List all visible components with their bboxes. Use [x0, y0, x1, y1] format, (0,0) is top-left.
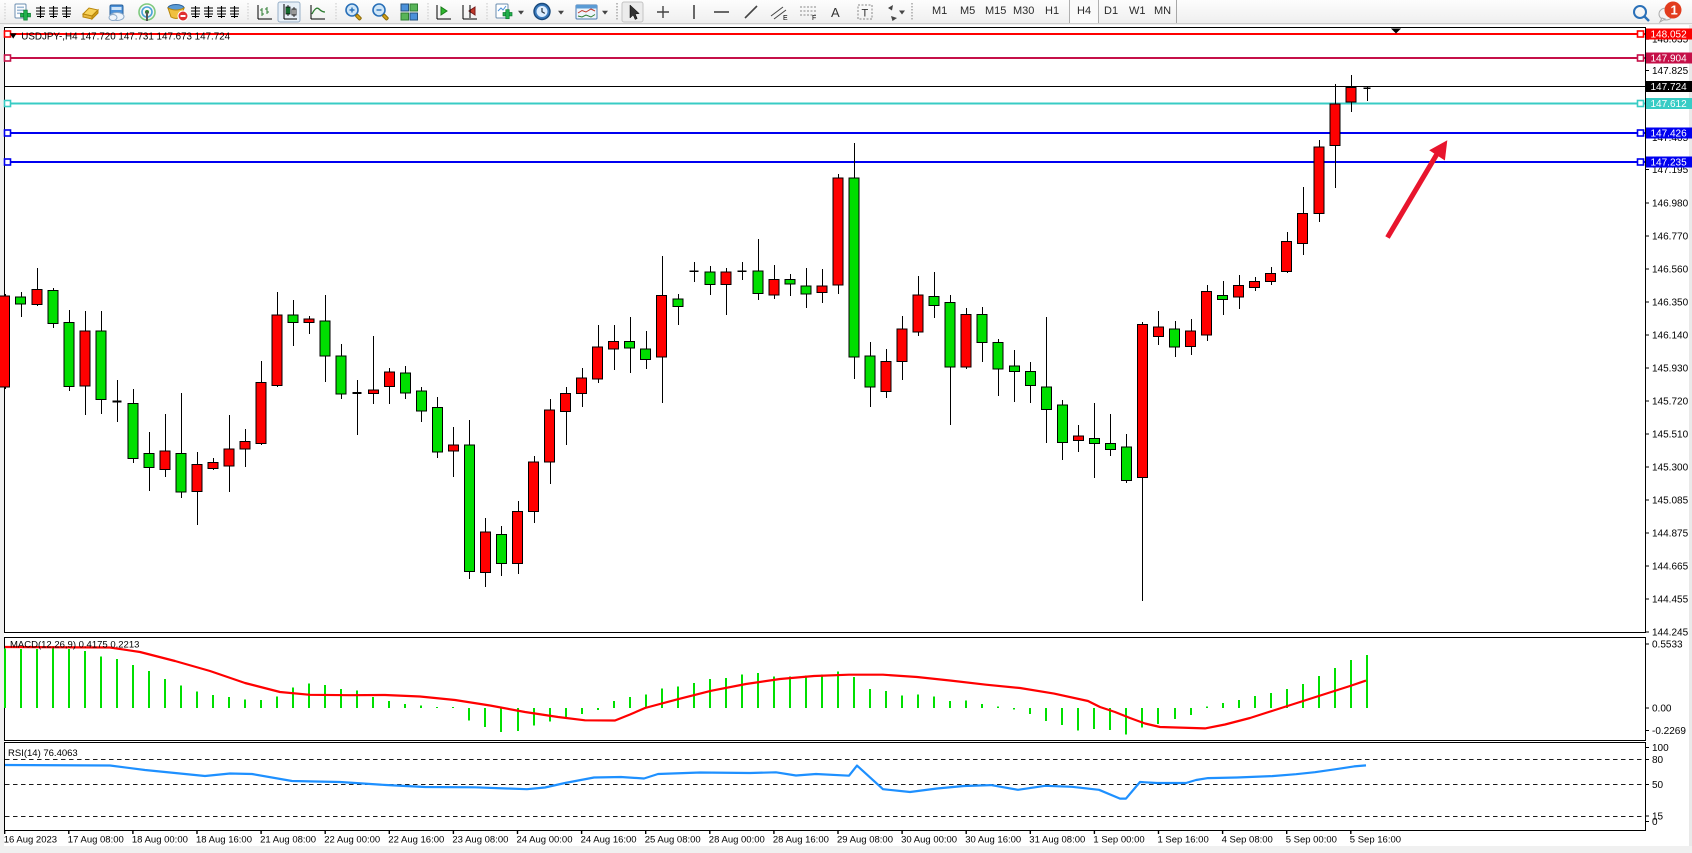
- svg-text:144.665: 144.665: [1652, 562, 1689, 573]
- svg-text:29 Aug 08:00: 29 Aug 08:00: [837, 835, 893, 846]
- svg-text:31 Aug 08:00: 31 Aug 08:00: [1029, 835, 1085, 846]
- svg-text:5 Sep 16:00: 5 Sep 16:00: [1350, 835, 1401, 846]
- svg-text:145.720: 145.720: [1652, 397, 1689, 408]
- svg-text:0.5533: 0.5533: [1652, 640, 1683, 651]
- svg-text:147.235: 147.235: [1651, 158, 1688, 169]
- svg-text:1: 1: [1671, 3, 1678, 18]
- svg-text:145.085: 145.085: [1652, 496, 1689, 507]
- svg-text:18 Aug 16:00: 18 Aug 16:00: [196, 835, 252, 846]
- svg-text:147.825: 147.825: [1652, 66, 1689, 77]
- svg-text:21 Aug 08:00: 21 Aug 08:00: [260, 835, 316, 846]
- svg-text:145.930: 145.930: [1652, 364, 1689, 375]
- svg-text:A: A: [831, 5, 840, 20]
- svg-text:15: 15: [1652, 812, 1664, 823]
- svg-text:144.875: 144.875: [1652, 529, 1689, 540]
- svg-text:16 Aug 2023: 16 Aug 2023: [4, 835, 57, 846]
- svg-text:147.195: 147.195: [1652, 165, 1689, 176]
- svg-text:50: 50: [1652, 780, 1664, 791]
- svg-text:0: 0: [1652, 817, 1658, 828]
- svg-text:100: 100: [1652, 743, 1669, 754]
- svg-text:146.770: 146.770: [1652, 232, 1689, 243]
- svg-text:144.455: 144.455: [1652, 595, 1689, 606]
- svg-text:30 Aug 16:00: 30 Aug 16:00: [965, 835, 1021, 846]
- svg-text:145.510: 145.510: [1652, 430, 1689, 441]
- svg-text:147.904: 147.904: [1651, 54, 1688, 65]
- svg-text:148.035: 148.035: [1652, 35, 1689, 46]
- svg-text:144.245: 144.245: [1652, 628, 1689, 639]
- svg-text:18 Aug 00:00: 18 Aug 00:00: [132, 835, 188, 846]
- svg-text:F: F: [812, 15, 816, 22]
- svg-text:147.612: 147.612: [1651, 99, 1688, 110]
- svg-text:23 Aug 08:00: 23 Aug 08:00: [452, 835, 508, 846]
- svg-text:146.140: 146.140: [1652, 331, 1689, 342]
- svg-text:147.724: 147.724: [1651, 82, 1688, 93]
- svg-text:1 Sep 00:00: 1 Sep 00:00: [1093, 835, 1144, 846]
- svg-text:147.405: 147.405: [1652, 133, 1689, 144]
- svg-text:4 Sep 08:00: 4 Sep 08:00: [1222, 835, 1273, 846]
- svg-text:148.052: 148.052: [1651, 30, 1688, 41]
- svg-text:E: E: [783, 15, 788, 22]
- svg-text:17 Aug 08:00: 17 Aug 08:00: [68, 835, 124, 846]
- svg-text:-0.2269: -0.2269: [1652, 726, 1686, 737]
- svg-text:146.350: 146.350: [1652, 298, 1689, 309]
- svg-text:147.426: 147.426: [1651, 129, 1688, 140]
- svg-text:T: T: [862, 8, 869, 20]
- svg-text:24 Aug 00:00: 24 Aug 00:00: [517, 835, 573, 846]
- svg-text:0.00: 0.00: [1652, 704, 1672, 715]
- svg-text:22 Aug 00:00: 22 Aug 00:00: [324, 835, 380, 846]
- svg-text:1 Sep 16:00: 1 Sep 16:00: [1158, 835, 1209, 846]
- svg-text:5 Sep 00:00: 5 Sep 00:00: [1286, 835, 1337, 846]
- svg-text:28 Aug 16:00: 28 Aug 16:00: [773, 835, 829, 846]
- svg-text:146.980: 146.980: [1652, 199, 1689, 210]
- svg-text:MACD(12,26,9) 0.4175 0.2213: MACD(12,26,9) 0.4175 0.2213: [10, 640, 139, 651]
- svg-text:28 Aug 00:00: 28 Aug 00:00: [709, 835, 765, 846]
- svg-text:145.300: 145.300: [1652, 463, 1689, 474]
- svg-text:24 Aug 16:00: 24 Aug 16:00: [581, 835, 637, 846]
- svg-text:146.560: 146.560: [1652, 265, 1689, 276]
- svg-text:22 Aug 16:00: 22 Aug 16:00: [388, 835, 444, 846]
- svg-text:30 Aug 00:00: 30 Aug 00:00: [901, 835, 957, 846]
- svg-text:25 Aug 08:00: 25 Aug 08:00: [645, 835, 701, 846]
- svg-text:RSI(14) 76.4063: RSI(14) 76.4063: [8, 748, 78, 759]
- svg-text:80: 80: [1652, 755, 1664, 766]
- svg-text:USDJPY-,H4 147.720 147.731 14: USDJPY-,H4 147.720 147.731 147.673 147.7…: [21, 32, 230, 43]
